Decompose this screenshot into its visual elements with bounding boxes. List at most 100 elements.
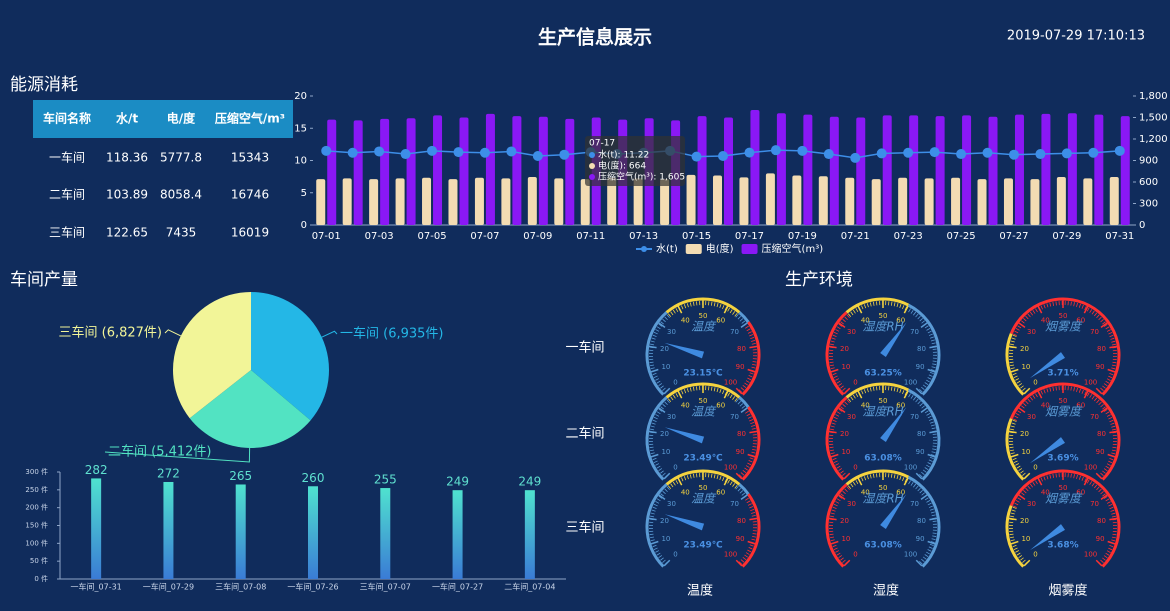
- pie-label: 一车间 (6,935件): [340, 326, 444, 342]
- page-title: 生产信息展示: [538, 26, 652, 49]
- gauge-tick-label: 30: [1027, 413, 1036, 421]
- gauge-band: [738, 483, 750, 495]
- gauge-tick: [915, 387, 923, 395]
- point: [691, 151, 702, 162]
- gauge-tick-label: 40: [1041, 401, 1050, 409]
- y2-tick-label: 900: [1139, 156, 1158, 167]
- gauge-band: [907, 475, 941, 568]
- x-tick-label: 07-13: [629, 231, 658, 242]
- gauge-tick: [650, 368, 659, 373]
- gauge-tick: [747, 540, 756, 545]
- gauge-tick-label: 70: [910, 500, 919, 508]
- pie-label: 三车间 (6,827件): [59, 325, 163, 341]
- bar: [474, 177, 484, 225]
- leader-line: [164, 329, 182, 337]
- gauge-tick: [740, 322, 748, 328]
- gauge-tick-label: 50: [1059, 397, 1068, 405]
- bar: [369, 179, 379, 225]
- table-cell: 103.89: [106, 188, 148, 202]
- gauge-needle: [1029, 437, 1066, 464]
- gauge-tick: [903, 305, 909, 314]
- gauge-tick: [857, 390, 863, 399]
- y-tick-label: 200 件: [25, 503, 48, 512]
- gauge-tick-label: 70: [730, 413, 739, 421]
- gauge-tick-label: 90: [1096, 363, 1105, 371]
- x-tick-label: 07-01: [312, 231, 341, 242]
- gauge-title: 温度: [691, 492, 717, 506]
- gauge-tick-label: 20: [660, 517, 669, 525]
- gauge-tick-label: 30: [1027, 500, 1036, 508]
- gauge-tick: [1100, 494, 1108, 500]
- value-label: 249: [518, 475, 541, 489]
- datetime: 2019-07-29 17:10:13: [1007, 29, 1145, 44]
- point: [903, 147, 914, 158]
- gauge-tick-label: 70: [1090, 328, 1099, 336]
- gauge-tick: [1023, 472, 1031, 480]
- x-tick-label: 07-27: [999, 231, 1028, 242]
- y-tick-label: 15: [294, 123, 307, 134]
- gauge-tick: [1037, 477, 1043, 486]
- gauge-tick: [677, 477, 683, 486]
- gauge-tick: [828, 345, 837, 349]
- gauge-tick-label: 10: [841, 535, 850, 543]
- gauge-title: 湿度RH: [862, 492, 903, 506]
- y2-tick-label: 1,200: [1139, 134, 1168, 145]
- bar: [327, 119, 337, 225]
- gauge-tick: [677, 305, 683, 314]
- tooltip-dot: [589, 163, 595, 169]
- gauge-tick: [1023, 559, 1031, 567]
- bar: [1014, 114, 1024, 225]
- gauge-band: [665, 297, 741, 314]
- bar: [1083, 178, 1093, 225]
- gauge-tick-label: 80: [737, 430, 746, 438]
- gauge-tick-label: 10: [661, 535, 670, 543]
- gauge-band: [741, 406, 761, 481]
- gauge-needle: [1029, 524, 1066, 551]
- x-tick-label: 07-09: [523, 231, 552, 242]
- bar: [765, 173, 775, 225]
- gauge-needle: [1029, 352, 1066, 379]
- table-cell: 一车间: [49, 150, 85, 165]
- tooltip-line: 水(t): 11.22: [598, 149, 649, 161]
- bar: [380, 118, 390, 225]
- gauge-tick-label: 100: [1084, 464, 1097, 472]
- gauge-tick-label: 100: [904, 551, 917, 559]
- gauge-tick-label: 20: [840, 430, 849, 438]
- bar: [1003, 178, 1013, 225]
- gauge-value: 63.08%: [864, 454, 902, 464]
- bar: [580, 179, 590, 225]
- gauge-tick: [920, 322, 928, 328]
- gauge-tick-label: 20: [840, 345, 849, 353]
- gauge-tick-label: 60: [896, 488, 905, 496]
- x-tick-label: 07-29: [1052, 231, 1081, 242]
- gauge-tick-label: 20: [660, 345, 669, 353]
- bar: [91, 478, 102, 579]
- legend-label: 压缩空气(m³): [762, 242, 824, 255]
- gauge-value: 63.08%: [864, 541, 902, 551]
- gauge-tick: [843, 472, 851, 480]
- gauge-tick-label: 100: [1084, 551, 1097, 559]
- gauge-tick: [1018, 407, 1026, 413]
- gauge-tick: [1100, 322, 1108, 328]
- gauge-tick-label: 50: [879, 312, 888, 320]
- bar: [697, 116, 707, 225]
- x-tick-label: 07-07: [470, 231, 499, 242]
- gauge-tick: [903, 390, 909, 399]
- gauge-tick-label: 60: [896, 401, 905, 409]
- gauge-tick: [929, 345, 938, 349]
- gauge-tick: [1083, 390, 1089, 399]
- gauge-tick-label: 80: [917, 517, 926, 525]
- gauge-band: [741, 321, 761, 396]
- gauge-value: 23.49℃: [683, 541, 722, 551]
- bar: [448, 179, 458, 225]
- table-header-bg: [33, 100, 293, 138]
- gauge-needle: [880, 494, 907, 530]
- gauge-band: [825, 311, 848, 396]
- gauge-tick-label: 100: [904, 464, 917, 472]
- row-label: 三车间: [565, 520, 604, 536]
- bar: [792, 175, 802, 225]
- bar: [433, 115, 443, 225]
- bar: [803, 114, 813, 225]
